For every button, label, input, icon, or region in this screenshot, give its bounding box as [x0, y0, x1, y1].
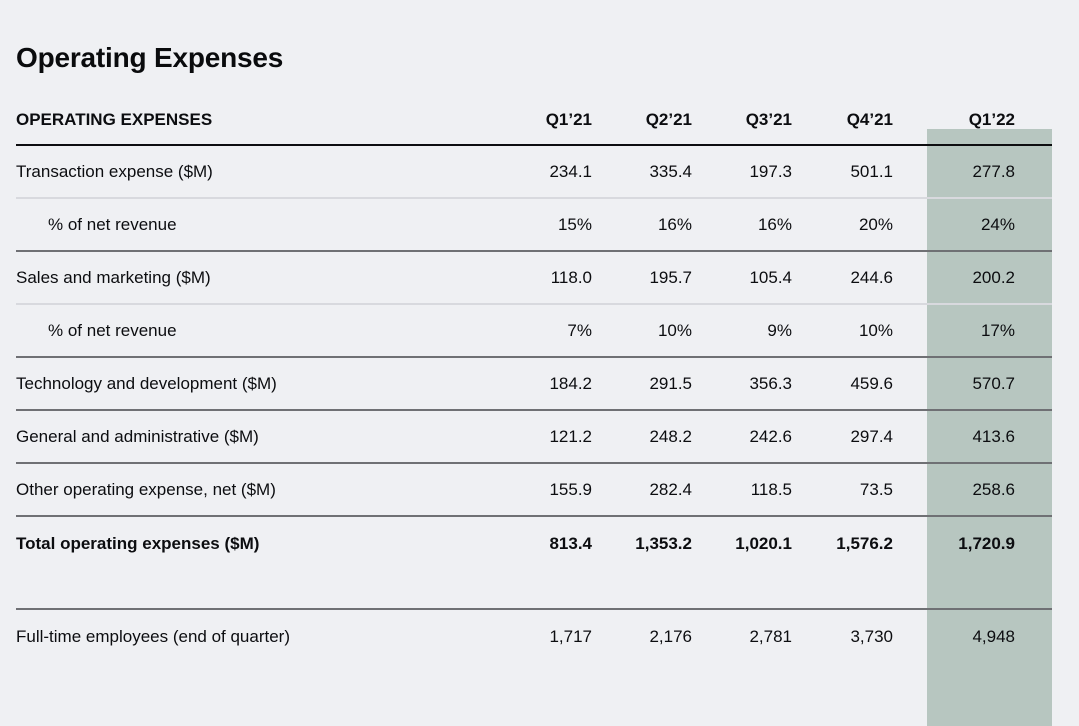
cell-value: 118.0 [550, 267, 592, 287]
cell-value: 1,353.2 [635, 533, 692, 553]
cell-value: 570.7 [972, 373, 1015, 393]
cell-value: 297.4 [850, 426, 893, 446]
cell-value: 282.4 [649, 479, 692, 499]
cell-value: 459.6 [850, 373, 893, 393]
table-row: % of net revenue 7% 10% 9% 10% 17% [16, 305, 1052, 358]
cell-value: 3,730 [850, 626, 893, 646]
cell-value: 1,717 [549, 626, 592, 646]
cell-value: 118.5 [750, 479, 792, 499]
operating-expenses-table: OPERATING EXPENSES Q1’21 Q2’21 Q3’21 Q4’… [16, 96, 1052, 663]
table-row: Transaction expense ($M) 234.1 335.4 197… [16, 146, 1052, 199]
table-header-row: OPERATING EXPENSES Q1’21 Q2’21 Q3’21 Q4’… [16, 96, 1052, 146]
row-label: Sales and marketing ($M) [16, 267, 211, 287]
cell-value: 10% [657, 320, 692, 340]
row-label: Technology and development ($M) [16, 373, 277, 393]
cell-value: 244.6 [850, 267, 893, 287]
cell-value: 197.3 [749, 161, 792, 181]
table-row: Sales and marketing ($M) 118.0 195.7 105… [16, 252, 1052, 305]
row-label: General and administrative ($M) [16, 426, 259, 446]
row-label: % of net revenue [48, 320, 177, 340]
table-section-label: OPERATING EXPENSES [16, 110, 213, 129]
cell-value: 16% [757, 214, 792, 234]
page-title: Operating Expenses [16, 42, 284, 73]
cell-value: 155.9 [549, 479, 592, 499]
table-row: Other operating expense, net ($M) 155.9 … [16, 464, 1052, 517]
cell-value: 10% [858, 320, 893, 340]
row-label: Other operating expense, net ($M) [16, 479, 276, 499]
cell-value: 1,576.2 [836, 533, 893, 553]
highlight-column-band [927, 129, 1052, 726]
cell-value: 105.4 [749, 267, 792, 287]
table-row: General and administrative ($M) 121.2 24… [16, 411, 1052, 464]
table-spacer [16, 570, 1052, 610]
cell-value: 15% [557, 214, 592, 234]
cell-value: 121.2 [549, 426, 592, 446]
table-row: Total operating expenses ($M) 813.4 1,35… [16, 517, 1052, 570]
cell-value: 20% [858, 214, 893, 234]
cell-value: 258.6 [972, 479, 1015, 499]
cell-value: 4,948 [972, 626, 1015, 646]
table-row: % of net revenue 15% 16% 16% 20% 24% [16, 199, 1052, 252]
cell-value: 24% [980, 214, 1015, 234]
row-label: Total operating expenses ($M) [16, 533, 260, 553]
cell-value: 16% [657, 214, 692, 234]
cell-value: 413.6 [972, 426, 1015, 446]
cell-value: 335.4 [649, 161, 692, 181]
table-row: Technology and development ($M) 184.2 29… [16, 358, 1052, 411]
cell-value: 2,781 [749, 626, 792, 646]
page: Operating Expenses OPERATING EXPENSES Q1… [0, 41, 1079, 663]
cell-value: 200.2 [972, 267, 1015, 287]
column-header-q2-21: Q2’21 [645, 110, 692, 129]
column-header-q1-22: Q1’22 [968, 110, 1015, 129]
cell-value: 242.6 [749, 426, 792, 446]
cell-value: 356.3 [749, 373, 792, 393]
column-header-q4-21: Q4’21 [846, 110, 893, 129]
cell-value: 1,720.9 [958, 533, 1015, 553]
cell-value: 277.8 [972, 161, 1015, 181]
column-header-q1-21: Q1’21 [545, 110, 592, 129]
table-row: Full-time employees (end of quarter) 1,7… [16, 610, 1052, 663]
cell-value: 813.4 [549, 533, 592, 553]
row-label: Transaction expense ($M) [16, 161, 213, 181]
cell-value: 501.1 [850, 161, 893, 181]
cell-value: 1,020.1 [735, 533, 792, 553]
cell-value: 195.7 [649, 267, 692, 287]
cell-value: 2,176 [649, 626, 692, 646]
cell-value: 9% [767, 320, 792, 340]
cell-value: 17% [980, 320, 1015, 340]
column-header-q3-21: Q3’21 [745, 110, 792, 129]
cell-value: 234.1 [549, 161, 592, 181]
row-label: % of net revenue [48, 214, 177, 234]
cell-value: 73.5 [859, 479, 893, 499]
row-label: Full-time employees (end of quarter) [16, 626, 291, 646]
cell-value: 291.5 [649, 373, 692, 393]
table-body: Transaction expense ($M) 234.1 335.4 197… [16, 146, 1052, 663]
cell-value: 184.2 [549, 373, 592, 393]
cell-value: 7% [567, 320, 592, 340]
cell-value: 248.2 [649, 426, 692, 446]
